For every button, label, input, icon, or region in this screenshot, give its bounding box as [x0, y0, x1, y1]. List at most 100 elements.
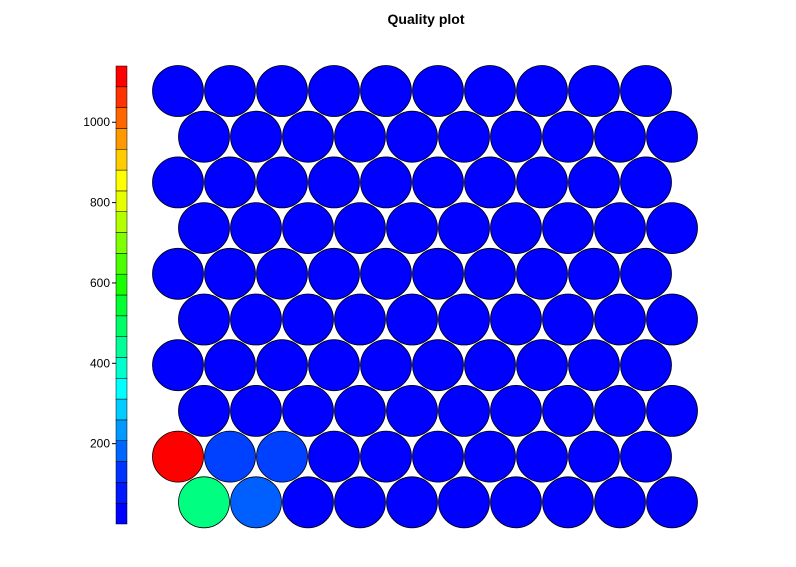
som-cell — [516, 430, 568, 483]
som-cell — [542, 110, 594, 163]
colorbar-segment — [115, 440, 128, 462]
colorbar-tick-label: 800 — [90, 196, 110, 210]
som-cell — [464, 430, 516, 483]
som-cell — [412, 65, 464, 117]
som-cell — [282, 384, 334, 437]
som-cell — [152, 430, 204, 483]
som-cell — [464, 156, 516, 209]
som-cell — [594, 476, 646, 529]
som-cell — [334, 476, 386, 529]
som-cell — [308, 156, 360, 209]
som-cell — [568, 247, 620, 300]
colorbar-segment — [115, 128, 128, 150]
som-cell — [386, 202, 438, 255]
som-cell — [490, 202, 542, 255]
colorbar: 200 400 600 800 1000 — [83, 65, 128, 525]
som-cell — [594, 293, 646, 346]
som-cell — [620, 339, 672, 392]
colorbar-segment — [115, 65, 128, 88]
som-cell — [594, 202, 646, 255]
colorbar-tick-label: 200 — [90, 437, 110, 451]
som-cell — [178, 293, 230, 346]
som-cell — [256, 65, 308, 117]
som-cell — [308, 339, 360, 392]
som-cell — [204, 65, 256, 117]
colorbar-segment — [115, 149, 128, 171]
colorbar-segment — [115, 315, 128, 337]
som-cell — [230, 476, 282, 529]
som-cell — [230, 384, 282, 437]
som-cell — [360, 156, 412, 209]
som-cell — [412, 156, 464, 209]
som-cell — [204, 156, 256, 209]
som-cell — [490, 110, 542, 163]
som-cell — [178, 202, 230, 255]
som-cell — [412, 247, 464, 300]
som-cell — [542, 202, 594, 255]
som-cell — [360, 247, 412, 300]
som-cell — [230, 293, 282, 346]
som-cell — [464, 339, 516, 392]
som-cell — [516, 156, 568, 209]
som-cell — [620, 430, 672, 483]
som-cell — [516, 339, 568, 392]
som-cell — [282, 293, 334, 346]
som-cell — [490, 293, 542, 346]
som-cell — [568, 339, 620, 392]
som-cell — [386, 476, 438, 529]
som-cell — [204, 339, 256, 392]
som-cell — [230, 110, 282, 163]
som-cell — [204, 247, 256, 300]
som-cell — [230, 202, 282, 255]
som-cell — [490, 384, 542, 437]
som-cell — [490, 476, 542, 529]
som-cell — [568, 156, 620, 209]
som-cell — [334, 293, 386, 346]
colorbar-segment — [115, 357, 128, 379]
colorbar-segment — [115, 86, 128, 108]
som-cell — [256, 156, 308, 209]
som-cell — [542, 476, 594, 529]
colorbar-segment — [115, 211, 128, 233]
som-cell — [282, 202, 334, 255]
som-cell — [464, 247, 516, 300]
som-cell — [386, 293, 438, 346]
som-cell — [178, 110, 230, 163]
som-cell — [308, 247, 360, 300]
som-cell — [152, 247, 204, 300]
colorbar-segment — [115, 190, 128, 212]
som-cell — [282, 476, 334, 529]
som-cell — [542, 384, 594, 437]
som-cell — [594, 110, 646, 163]
som-cell — [438, 476, 490, 529]
chart-title: Quality plot — [388, 11, 465, 27]
som-cell — [620, 247, 672, 300]
som-cell — [152, 156, 204, 209]
som-cell — [308, 65, 360, 117]
som-cell — [334, 110, 386, 163]
som-cell — [152, 339, 204, 392]
colorbar-segment — [115, 378, 128, 400]
som-cell — [412, 339, 464, 392]
colorbar-segment — [115, 419, 128, 441]
som-cell — [438, 110, 490, 163]
som-cell — [360, 430, 412, 483]
som-cell — [542, 293, 594, 346]
som-cell — [360, 65, 412, 117]
som-cell — [646, 202, 698, 255]
colorbar-segment — [115, 273, 128, 296]
colorbar-segment — [115, 169, 128, 192]
som-cell — [516, 247, 568, 300]
som-cell — [282, 110, 334, 163]
som-cell — [256, 247, 308, 300]
som-cell — [386, 110, 438, 163]
som-cell — [360, 339, 412, 392]
som-cell — [334, 384, 386, 437]
som-cell — [464, 65, 516, 117]
som-cell — [152, 65, 204, 117]
som-cell — [646, 384, 698, 437]
colorbar-segment — [115, 336, 128, 358]
colorbar-segment — [115, 253, 128, 275]
